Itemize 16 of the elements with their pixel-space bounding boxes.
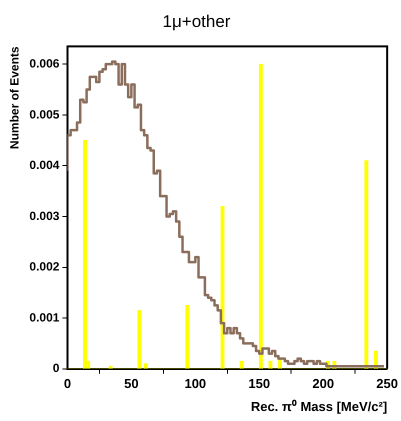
y-tick-label: 0.006	[29, 56, 60, 70]
chart-title: 1μ+other	[162, 12, 231, 31]
y-tick-label: 0.003	[29, 208, 60, 223]
x-axis-title: Rec. π⁰ Mass [MeV/c²]	[250, 398, 388, 414]
x-tick-label: 100	[184, 376, 206, 392]
y-tick-label: 0.004	[29, 158, 60, 172]
y-tick-label: 0.005	[29, 107, 60, 122]
x-tick-label: 150	[248, 376, 270, 392]
y-tick-label: 0	[52, 361, 60, 376]
x-tick-label: 0	[64, 376, 72, 392]
x-tick-label: 200	[312, 376, 334, 392]
x-tick-label: 50	[124, 376, 139, 392]
y-axis-title: Number of Events	[8, 46, 22, 150]
y-tick-label: 0.002	[29, 260, 60, 274]
y-tick-label: 0.001	[29, 310, 60, 324]
x-tick-label: 250	[376, 376, 398, 392]
